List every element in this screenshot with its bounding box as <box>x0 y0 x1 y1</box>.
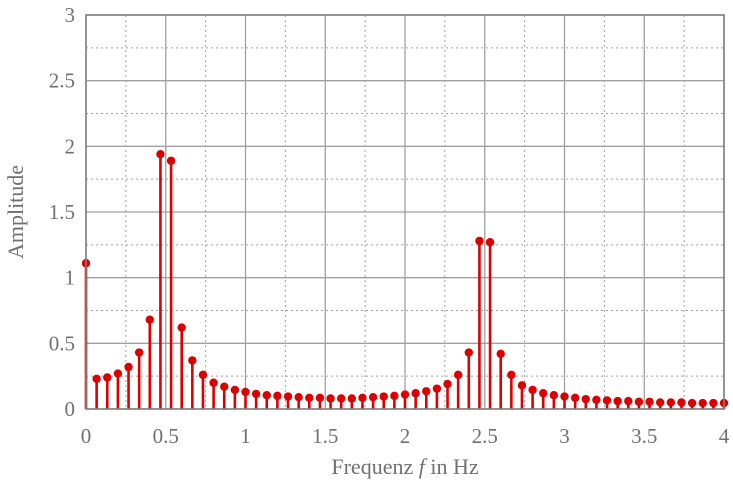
stem-marker <box>283 392 293 401</box>
x-tick-label: 0.5 <box>153 424 179 448</box>
y-tick-label: 1 <box>65 266 76 290</box>
stem-marker <box>177 323 186 332</box>
stem-marker <box>624 396 633 406</box>
stem-marker <box>134 348 144 357</box>
stem-marker <box>273 391 282 401</box>
x-tick-label: 0 <box>81 424 92 448</box>
stem-marker <box>570 393 580 403</box>
stem-marker <box>656 398 665 407</box>
x-tick-label: 3 <box>559 424 570 448</box>
stem-marker <box>507 370 516 380</box>
stem-marker <box>92 374 101 383</box>
stem-marker <box>337 394 346 403</box>
y-tick-label: 1.5 <box>49 200 75 224</box>
stem-marker <box>230 385 240 395</box>
stem-marker <box>581 394 590 404</box>
stem-marker <box>613 396 622 406</box>
x-tick-label: 1 <box>240 424 251 448</box>
x-tick-label: 3.5 <box>631 424 657 448</box>
stem-marker <box>390 391 399 401</box>
stem-marker <box>539 389 548 398</box>
stem-marker <box>677 398 686 407</box>
stem-marker <box>198 370 208 380</box>
stem-marker <box>379 392 388 401</box>
stem-marker <box>475 236 484 246</box>
stem-marker <box>443 379 452 389</box>
stem-marker <box>453 370 463 380</box>
stem-marker <box>666 398 676 407</box>
stem-marker <box>464 348 473 357</box>
x-tick-label: 2 <box>400 424 411 448</box>
stem-marker <box>432 384 442 393</box>
x-tick-label: 4 <box>719 424 730 448</box>
stem-marker <box>592 395 601 405</box>
y-tick-label: 2 <box>65 134 76 158</box>
stem-marker <box>113 369 123 378</box>
stem-marker <box>698 398 707 408</box>
stem-marker <box>645 397 654 406</box>
stem-series <box>81 150 729 409</box>
stem-marker <box>145 315 154 324</box>
x-tick-label: 1.5 <box>312 424 338 448</box>
stem-marker <box>326 394 335 403</box>
stem-marker <box>368 392 378 402</box>
stem-marker <box>517 381 527 390</box>
stem-marker <box>241 387 250 397</box>
y-tick-label: 3 <box>65 3 76 27</box>
stem-marker <box>602 396 612 405</box>
y-tick-labels: 0 0.5 1 1.5 2 2.5 3 <box>49 3 75 421</box>
stem-marker <box>485 238 495 247</box>
y-tick-label: 0.5 <box>49 331 75 355</box>
stem-marker <box>422 387 431 396</box>
stem-marker <box>528 385 537 395</box>
y-tick-label: 0 <box>65 397 76 421</box>
stem-marker <box>549 391 559 400</box>
stem-marker <box>634 397 644 406</box>
stem-marker <box>709 398 718 408</box>
x-axis-label: Frequenz f in Hz <box>331 454 478 479</box>
stem-marker <box>156 150 165 159</box>
stem-marker <box>220 382 229 391</box>
stem-marker <box>294 392 303 402</box>
stem-marker <box>496 349 505 359</box>
x-tick-label: 2.5 <box>472 424 498 448</box>
y-axis-label: Amplitude <box>3 165 28 259</box>
stem-marker <box>124 362 133 372</box>
plot-frame <box>85 14 725 410</box>
stem-marker <box>209 378 218 387</box>
stem-marker <box>347 394 357 403</box>
stem-marker <box>166 156 176 165</box>
x-tick-labels: 0 0.5 1 1.5 2 2.5 3 3.5 4 <box>81 424 730 448</box>
stem-marker <box>305 393 314 403</box>
y-tick-label: 2.5 <box>49 69 75 93</box>
stem-marker <box>687 398 697 408</box>
stem-marker <box>315 393 325 403</box>
stem-marker <box>188 356 197 365</box>
stem-marker <box>262 391 271 400</box>
stem-marker <box>358 393 367 403</box>
stem-marker <box>400 390 410 399</box>
stem-marker <box>560 392 569 401</box>
stem-marker <box>251 389 261 399</box>
stem-marker <box>411 389 420 398</box>
stem-marker <box>103 373 112 382</box>
